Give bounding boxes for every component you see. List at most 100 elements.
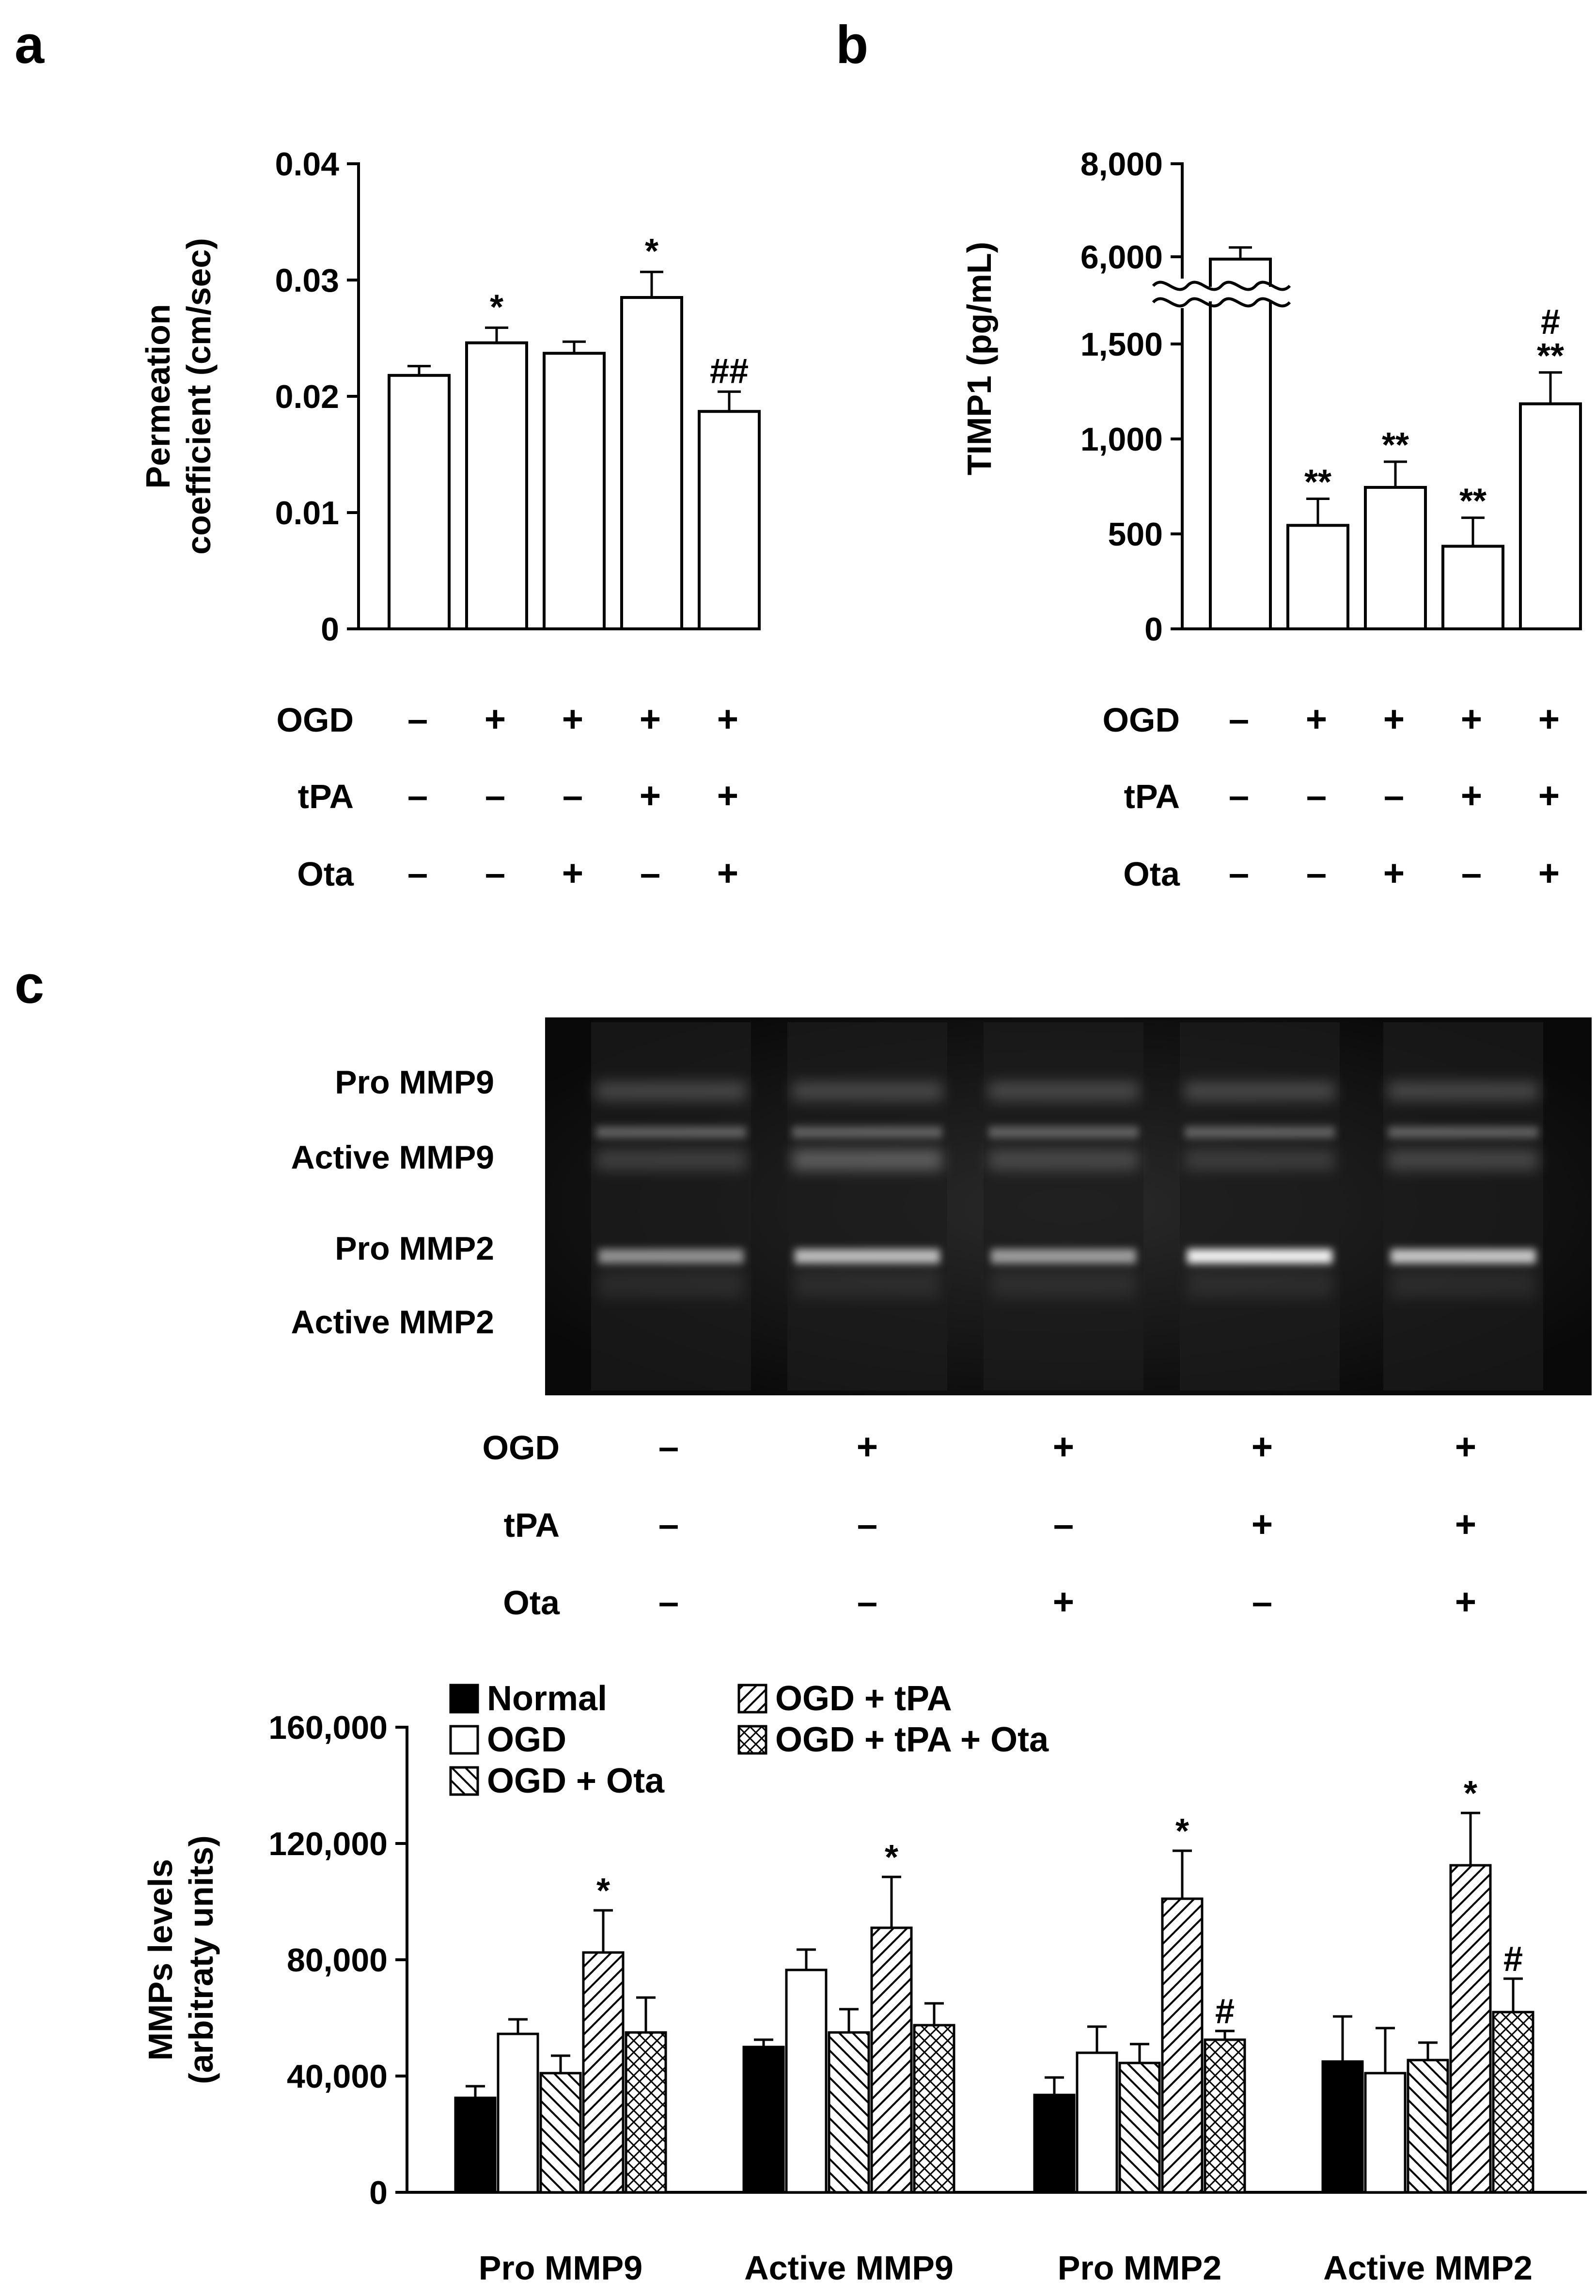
panel-c-ylabel-line: (arbitraty units) — [182, 1835, 220, 2084]
gel-band-pro-mmp9 — [1388, 1081, 1538, 1101]
panel-c-bar — [1407, 2059, 1449, 2194]
gel-lane — [1180, 1022, 1340, 1390]
gel-cond-sign-ogd-1: – — [658, 1426, 679, 1468]
panel-c-legend-swatch — [449, 1684, 479, 1714]
panel-b-annotation: ** — [1304, 463, 1331, 501]
panel-c-bar — [828, 2031, 870, 2194]
gel-cond-sign-ogd-5: + — [1455, 1426, 1476, 1468]
panel-c-legend-label: OGD + tPA + Ota — [775, 1720, 1049, 1759]
panel-a-cond-sign-ogd-3: + — [562, 699, 583, 740]
panel-c-bar — [1321, 2060, 1364, 2194]
panel-c-annotation: # — [1215, 1992, 1235, 2031]
panel-b-break-line-lower — [1152, 297, 1291, 308]
panel-b-bar — [1364, 485, 1427, 631]
gel-band-active-mmp9 — [596, 1149, 746, 1171]
panel-c-legend-label: OGD + tPA — [775, 1679, 952, 1718]
panel-c-bar — [870, 1926, 913, 2194]
panel-a-cond-sign-ogd-2: + — [485, 699, 506, 740]
panel-c-category-label: Active MMP9 — [744, 2249, 954, 2287]
panel-b-annotation: ** — [1459, 482, 1486, 521]
panel-a-cond-row-label-ota: Ota — [297, 855, 354, 893]
gel-band-active-mmp2 — [1187, 1269, 1332, 1298]
gel-label-active-mmp9: Active MMP9 — [291, 1139, 494, 1176]
panel-b-annotation-stars: ** — [1537, 337, 1564, 375]
panel-b-cond-row-label-ota: Ota — [1123, 855, 1180, 893]
panel-c-legend-swatch — [737, 1684, 767, 1714]
panel-b-annotation: ** — [1382, 426, 1409, 465]
panel-c-bar — [1161, 1897, 1204, 2194]
panel-c-legend-swatch — [737, 1725, 767, 1755]
gel-band-pro-mmp9 — [1185, 1081, 1335, 1101]
panel-a-ytick-label: 0 — [321, 611, 339, 648]
panel-c-legend-label: OGD + Ota — [487, 1762, 665, 1800]
panel-b-cond-sign-tpa-3: – — [1384, 775, 1404, 816]
panel-b-cond-sign-ogd-1: – — [1229, 699, 1249, 740]
gel-band-pro-mmp9 — [988, 1081, 1139, 1101]
gel-band-pro-mmp2 — [795, 1249, 940, 1264]
panel-c-annotation: * — [1175, 1812, 1189, 1851]
panel-a-ytick-label: 0.01 — [275, 495, 339, 531]
panel-a-annotation: * — [490, 288, 503, 327]
panel-letter-a: a — [15, 15, 45, 75]
panel-letter-b: b — [836, 15, 868, 75]
gel-band-pro-mmp9 — [792, 1081, 942, 1101]
gel-cond-sign-ogd-2: + — [857, 1426, 878, 1468]
panel-c-bar — [1204, 2038, 1246, 2194]
gel-band-active-mmp2 — [598, 1269, 744, 1298]
panel-b-cond-sign-ota-1: – — [1229, 853, 1249, 894]
gel-band-mmp9-upper — [792, 1126, 942, 1138]
panel-c-ytick-label: 40,000 — [287, 2058, 388, 2095]
panel-a-cond-row-label-ogd: OGD — [277, 701, 354, 739]
gel-band-active-mmp2 — [795, 1269, 940, 1298]
gel-lane — [591, 1022, 751, 1390]
panel-b-cond-sign-ota-4: – — [1461, 853, 1482, 894]
panel-a-cond-sign-tpa-5: + — [717, 775, 738, 816]
panel-a-cond-sign-ogd-4: + — [640, 699, 661, 740]
panel-b-bar — [1209, 257, 1272, 630]
panel-a-cond-sign-ogd-1: – — [407, 699, 428, 740]
panel-c-bar — [497, 2032, 539, 2194]
panel-b-cond-sign-ota-5: + — [1538, 853, 1560, 894]
panel-c-bar — [742, 2046, 785, 2194]
panel-c-bar — [1118, 2062, 1161, 2194]
panel-a-bar — [698, 410, 761, 630]
panel-a-chart: 0 0.01 0.02 0.03 0.04 Permeationcoefficient (… — [139, 146, 761, 894]
panel-b-cond-sign-ota-2: – — [1306, 853, 1327, 894]
panel-a-ylabel: Permeationcoefficient (cm/sec) — [139, 238, 218, 555]
panel-c-bar — [539, 2072, 582, 2194]
gel-band-active-mmp9 — [1388, 1149, 1538, 1171]
panel-c-ytick-label: 120,000 — [268, 1826, 388, 1862]
panel-a-ytick-label: 0.03 — [275, 262, 339, 299]
panel-b-ytick-label: 1,000 — [1080, 421, 1163, 458]
panel-b-cond-row-label-tpa: tPA — [1124, 778, 1180, 815]
panel-a-cond-sign-ota-1: – — [407, 853, 428, 894]
panel-b-bar — [1519, 402, 1582, 630]
panel-a-bar — [465, 341, 528, 630]
panel-a-ylabel-line: coefficient (cm/sec) — [180, 238, 218, 555]
panel-a-cond-sign-tpa-1: – — [407, 775, 428, 816]
gel-band-mmp9-upper — [1388, 1126, 1538, 1138]
gel-lane — [1383, 1022, 1543, 1390]
panel-b-break-line-upper — [1152, 281, 1291, 291]
panel-a-annotation: ## — [710, 352, 749, 390]
panel-b-cond-sign-ogd-4: + — [1461, 699, 1482, 740]
gel-band-mmp9-upper — [988, 1126, 1139, 1138]
gel-band-active-mmp9 — [988, 1149, 1139, 1171]
panel-b-cond-sign-tpa-4: + — [1461, 775, 1482, 816]
panel-c-bar — [1033, 2093, 1076, 2194]
gel-lane — [984, 1022, 1143, 1390]
gel-cond-sign-ota-5: + — [1455, 1581, 1476, 1623]
gel-band-mmp9-upper — [1185, 1126, 1335, 1138]
gel-band-mmp9-upper — [596, 1126, 746, 1138]
panel-a-cond-sign-tpa-4: + — [640, 775, 661, 816]
panel-c-legend-label: OGD — [487, 1720, 566, 1759]
gel-band-active-mmp2 — [991, 1269, 1136, 1298]
gel-cond-sign-ogd-3: + — [1053, 1426, 1074, 1468]
panel-a-bar — [620, 296, 683, 630]
panel-c-ytick-label: 160,000 — [268, 1709, 388, 1746]
gel-condition-table: OGD – + + + + tPA – – – + + Ota – – + – + — [483, 1426, 1477, 1623]
panel-b-ytick-label: 500 — [1108, 516, 1163, 553]
panel-b-cond-sign-tpa-5: + — [1538, 775, 1560, 816]
gel-band-active-mmp9 — [792, 1149, 942, 1171]
panel-a-cond-sign-ota-4: – — [640, 853, 660, 894]
